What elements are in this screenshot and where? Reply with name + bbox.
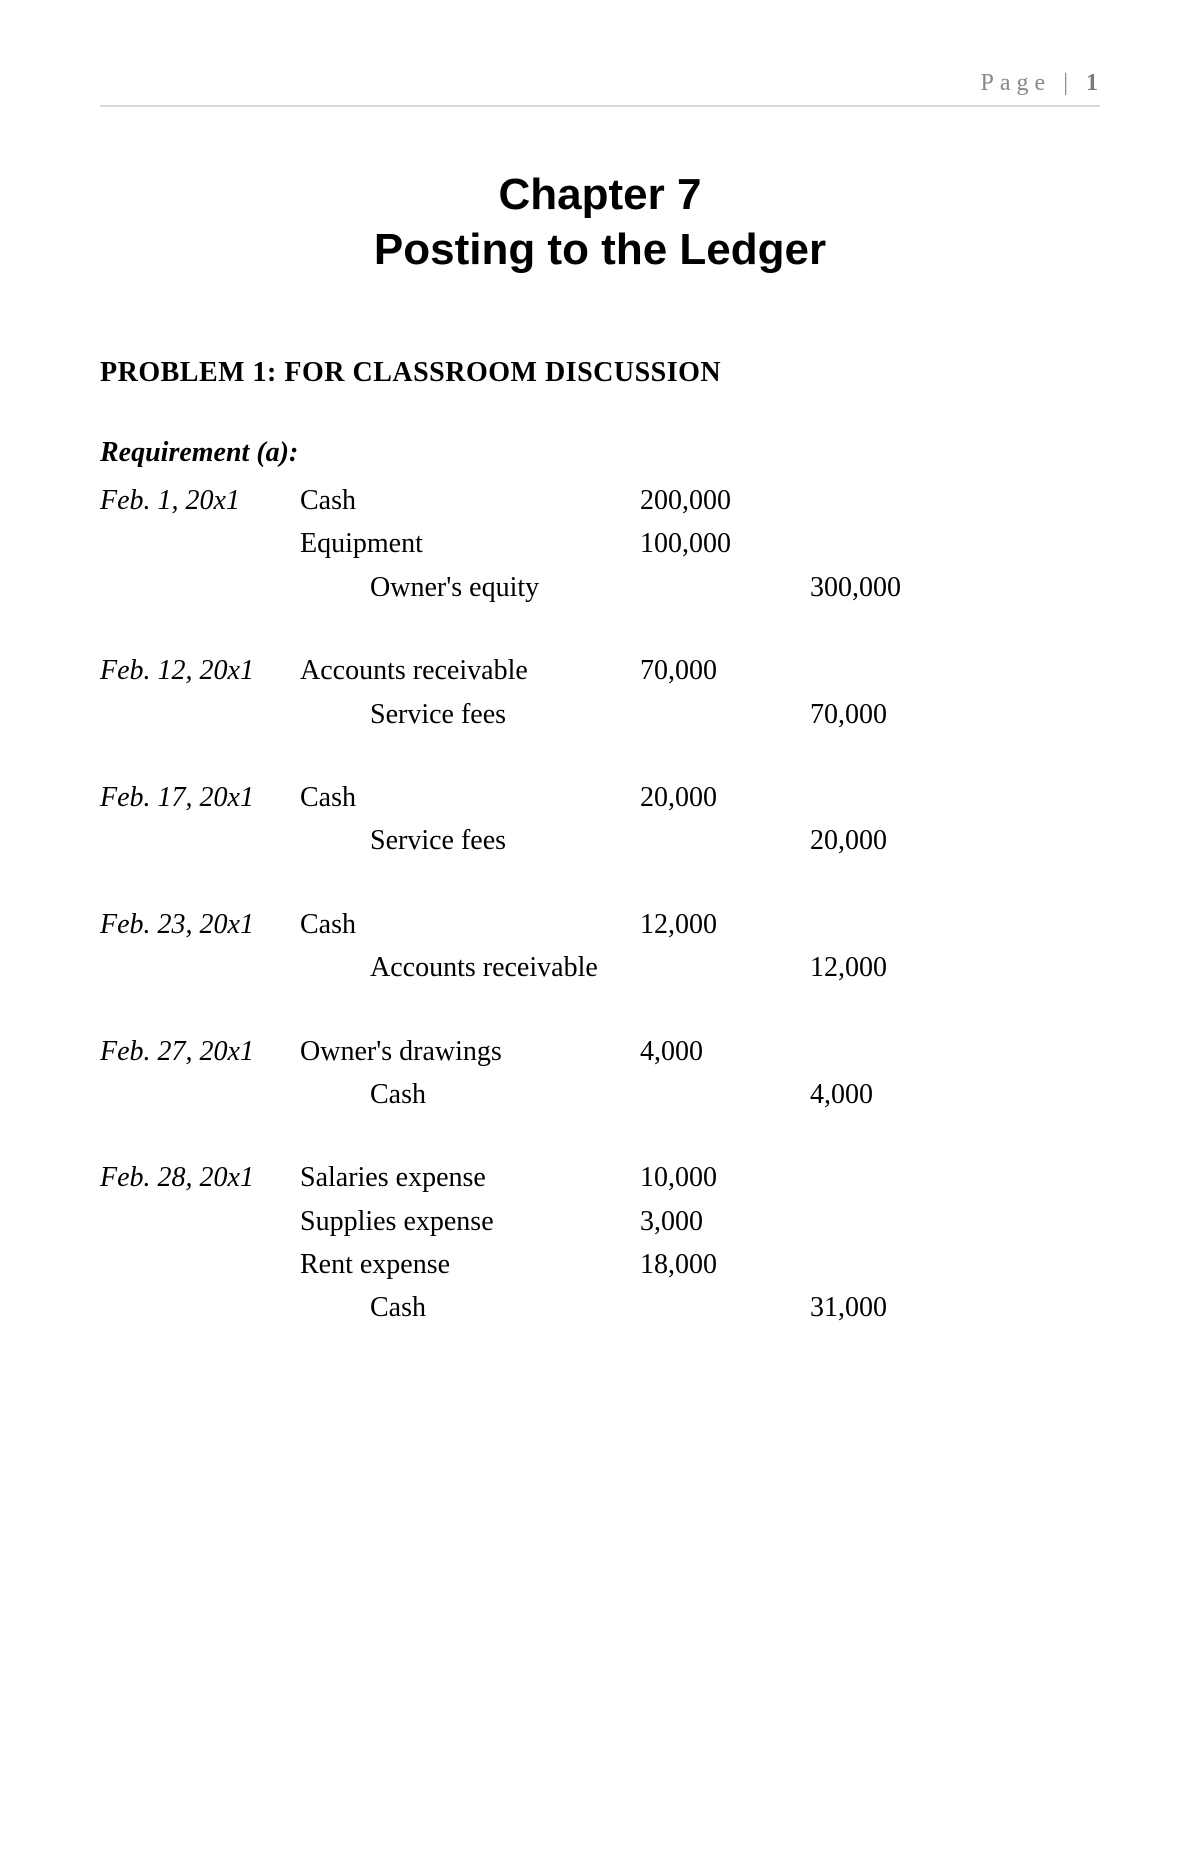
page-number: 1 <box>1086 70 1100 96</box>
credit-row: Service fees 70,000 <box>100 693 1100 736</box>
debit-account: Salaries expense <box>300 1156 630 1199</box>
entry-date-empty <box>100 1073 300 1116</box>
debit-account: Owner's drawings <box>300 1030 630 1073</box>
debit-row: Feb. 1, 20x1Cash200,000 <box>100 479 1100 522</box>
debit-amount-empty <box>630 946 800 989</box>
credit-amount: 20,000 <box>800 819 1000 862</box>
entry-date <box>100 1200 300 1243</box>
credit-amount-empty <box>800 1156 1000 1199</box>
credit-amount-empty <box>800 1200 1000 1243</box>
entry-date: Feb. 28, 20x1 <box>100 1156 300 1199</box>
credit-row: Owner's equity 300,000 <box>100 566 1100 609</box>
entry-date <box>100 1243 300 1286</box>
credit-amount-empty <box>800 479 1000 522</box>
chapter-title-line2: Posting to the Ledger <box>100 222 1100 277</box>
debit-amount-empty <box>630 693 800 736</box>
entry-date: Feb. 23, 20x1 <box>100 903 300 946</box>
debit-amount: 10,000 <box>630 1156 800 1199</box>
credit-amount-empty <box>800 776 1000 819</box>
debit-row: Feb. 27, 20x1Owner's drawings4,000 <box>100 1030 1100 1073</box>
debit-row: Feb. 17, 20x1Cash20,000 <box>100 776 1100 819</box>
debit-account: Cash <box>300 903 630 946</box>
entry-date-empty <box>100 693 300 736</box>
credit-amount: 4,000 <box>800 1073 1000 1116</box>
credit-amount: 70,000 <box>800 693 1000 736</box>
debit-amount: 18,000 <box>630 1243 800 1286</box>
chapter-title: Chapter 7 Posting to the Ledger <box>100 167 1100 277</box>
page-header: Page | 1 <box>100 70 1100 107</box>
debit-account: Equipment <box>300 522 630 565</box>
entry-date: Feb. 1, 20x1 <box>100 479 300 522</box>
debit-account: Rent expense <box>300 1243 630 1286</box>
entry-date: Feb. 12, 20x1 <box>100 649 300 692</box>
debit-row: Feb. 12, 20x1Accounts receivable70,000 <box>100 649 1100 692</box>
chapter-title-line1: Chapter 7 <box>100 167 1100 222</box>
entry-date-empty <box>100 946 300 989</box>
page-separator: | <box>1063 70 1074 96</box>
entry-date-empty <box>100 819 300 862</box>
page-label: Page <box>981 70 1052 96</box>
debit-account: Supplies expense <box>300 1200 630 1243</box>
entry-date: Feb. 27, 20x1 <box>100 1030 300 1073</box>
debit-row: Supplies expense3,000 <box>100 1200 1100 1243</box>
credit-amount-empty <box>800 522 1000 565</box>
debit-row: Equipment100,000 <box>100 522 1100 565</box>
debit-amount: 3,000 <box>630 1200 800 1243</box>
journal-entry: Feb. 17, 20x1Cash20,000Service fees20,00… <box>100 776 1100 863</box>
credit-row: Cash 4,000 <box>100 1073 1100 1116</box>
credit-account: Owner's equity <box>300 566 630 609</box>
credit-amount-empty <box>800 1243 1000 1286</box>
credit-amount: 12,000 <box>800 946 1000 989</box>
journal-entry: Feb. 28, 20x1Salaries expense10,000Suppl… <box>100 1156 1100 1330</box>
entry-date: Feb. 17, 20x1 <box>100 776 300 819</box>
journal-entries: Feb. 1, 20x1Cash200,000Equipment100,000O… <box>100 479 1100 1330</box>
entry-date-empty <box>100 566 300 609</box>
debit-amount-empty <box>630 1286 800 1329</box>
credit-row: Cash 31,000 <box>100 1286 1100 1329</box>
debit-amount: 200,000 <box>630 479 800 522</box>
debit-amount: 20,000 <box>630 776 800 819</box>
debit-amount-empty <box>630 819 800 862</box>
journal-entry: Feb. 1, 20x1Cash200,000Equipment100,000O… <box>100 479 1100 609</box>
credit-amount-empty <box>800 903 1000 946</box>
debit-account: Accounts receivable <box>300 649 630 692</box>
credit-account: Cash <box>300 1286 630 1329</box>
credit-account: Service fees <box>300 819 630 862</box>
debit-amount-empty <box>630 566 800 609</box>
problem-heading: PROBLEM 1: FOR CLASSROOM DISCUSSION <box>100 357 1100 389</box>
entry-date-empty <box>100 1286 300 1329</box>
debit-row: Rent expense18,000 <box>100 1243 1100 1286</box>
debit-amount: 100,000 <box>630 522 800 565</box>
debit-amount: 70,000 <box>630 649 800 692</box>
debit-amount-empty <box>630 1073 800 1116</box>
debit-row: Feb. 23, 20x1Cash12,000 <box>100 903 1100 946</box>
debit-row: Feb. 28, 20x1Salaries expense10,000 <box>100 1156 1100 1199</box>
credit-account: Service fees <box>300 693 630 736</box>
credit-account: Accounts receivable <box>300 946 630 989</box>
debit-account: Cash <box>300 776 630 819</box>
journal-entry: Feb. 23, 20x1Cash12,000Accounts receivab… <box>100 903 1100 990</box>
entry-date <box>100 522 300 565</box>
debit-amount: 12,000 <box>630 903 800 946</box>
credit-account: Cash <box>300 1073 630 1116</box>
requirement-label: Requirement (a): <box>100 437 1100 469</box>
journal-entry: Feb. 27, 20x1Owner's drawings4,000Cash4,… <box>100 1030 1100 1117</box>
debit-account: Cash <box>300 479 630 522</box>
credit-amount: 300,000 <box>800 566 1000 609</box>
journal-entry: Feb. 12, 20x1Accounts receivable70,000Se… <box>100 649 1100 736</box>
credit-row: Accounts receivable 12,000 <box>100 946 1100 989</box>
debit-amount: 4,000 <box>630 1030 800 1073</box>
credit-amount-empty <box>800 649 1000 692</box>
credit-row: Service fees 20,000 <box>100 819 1100 862</box>
credit-amount-empty <box>800 1030 1000 1073</box>
credit-amount: 31,000 <box>800 1286 1000 1329</box>
